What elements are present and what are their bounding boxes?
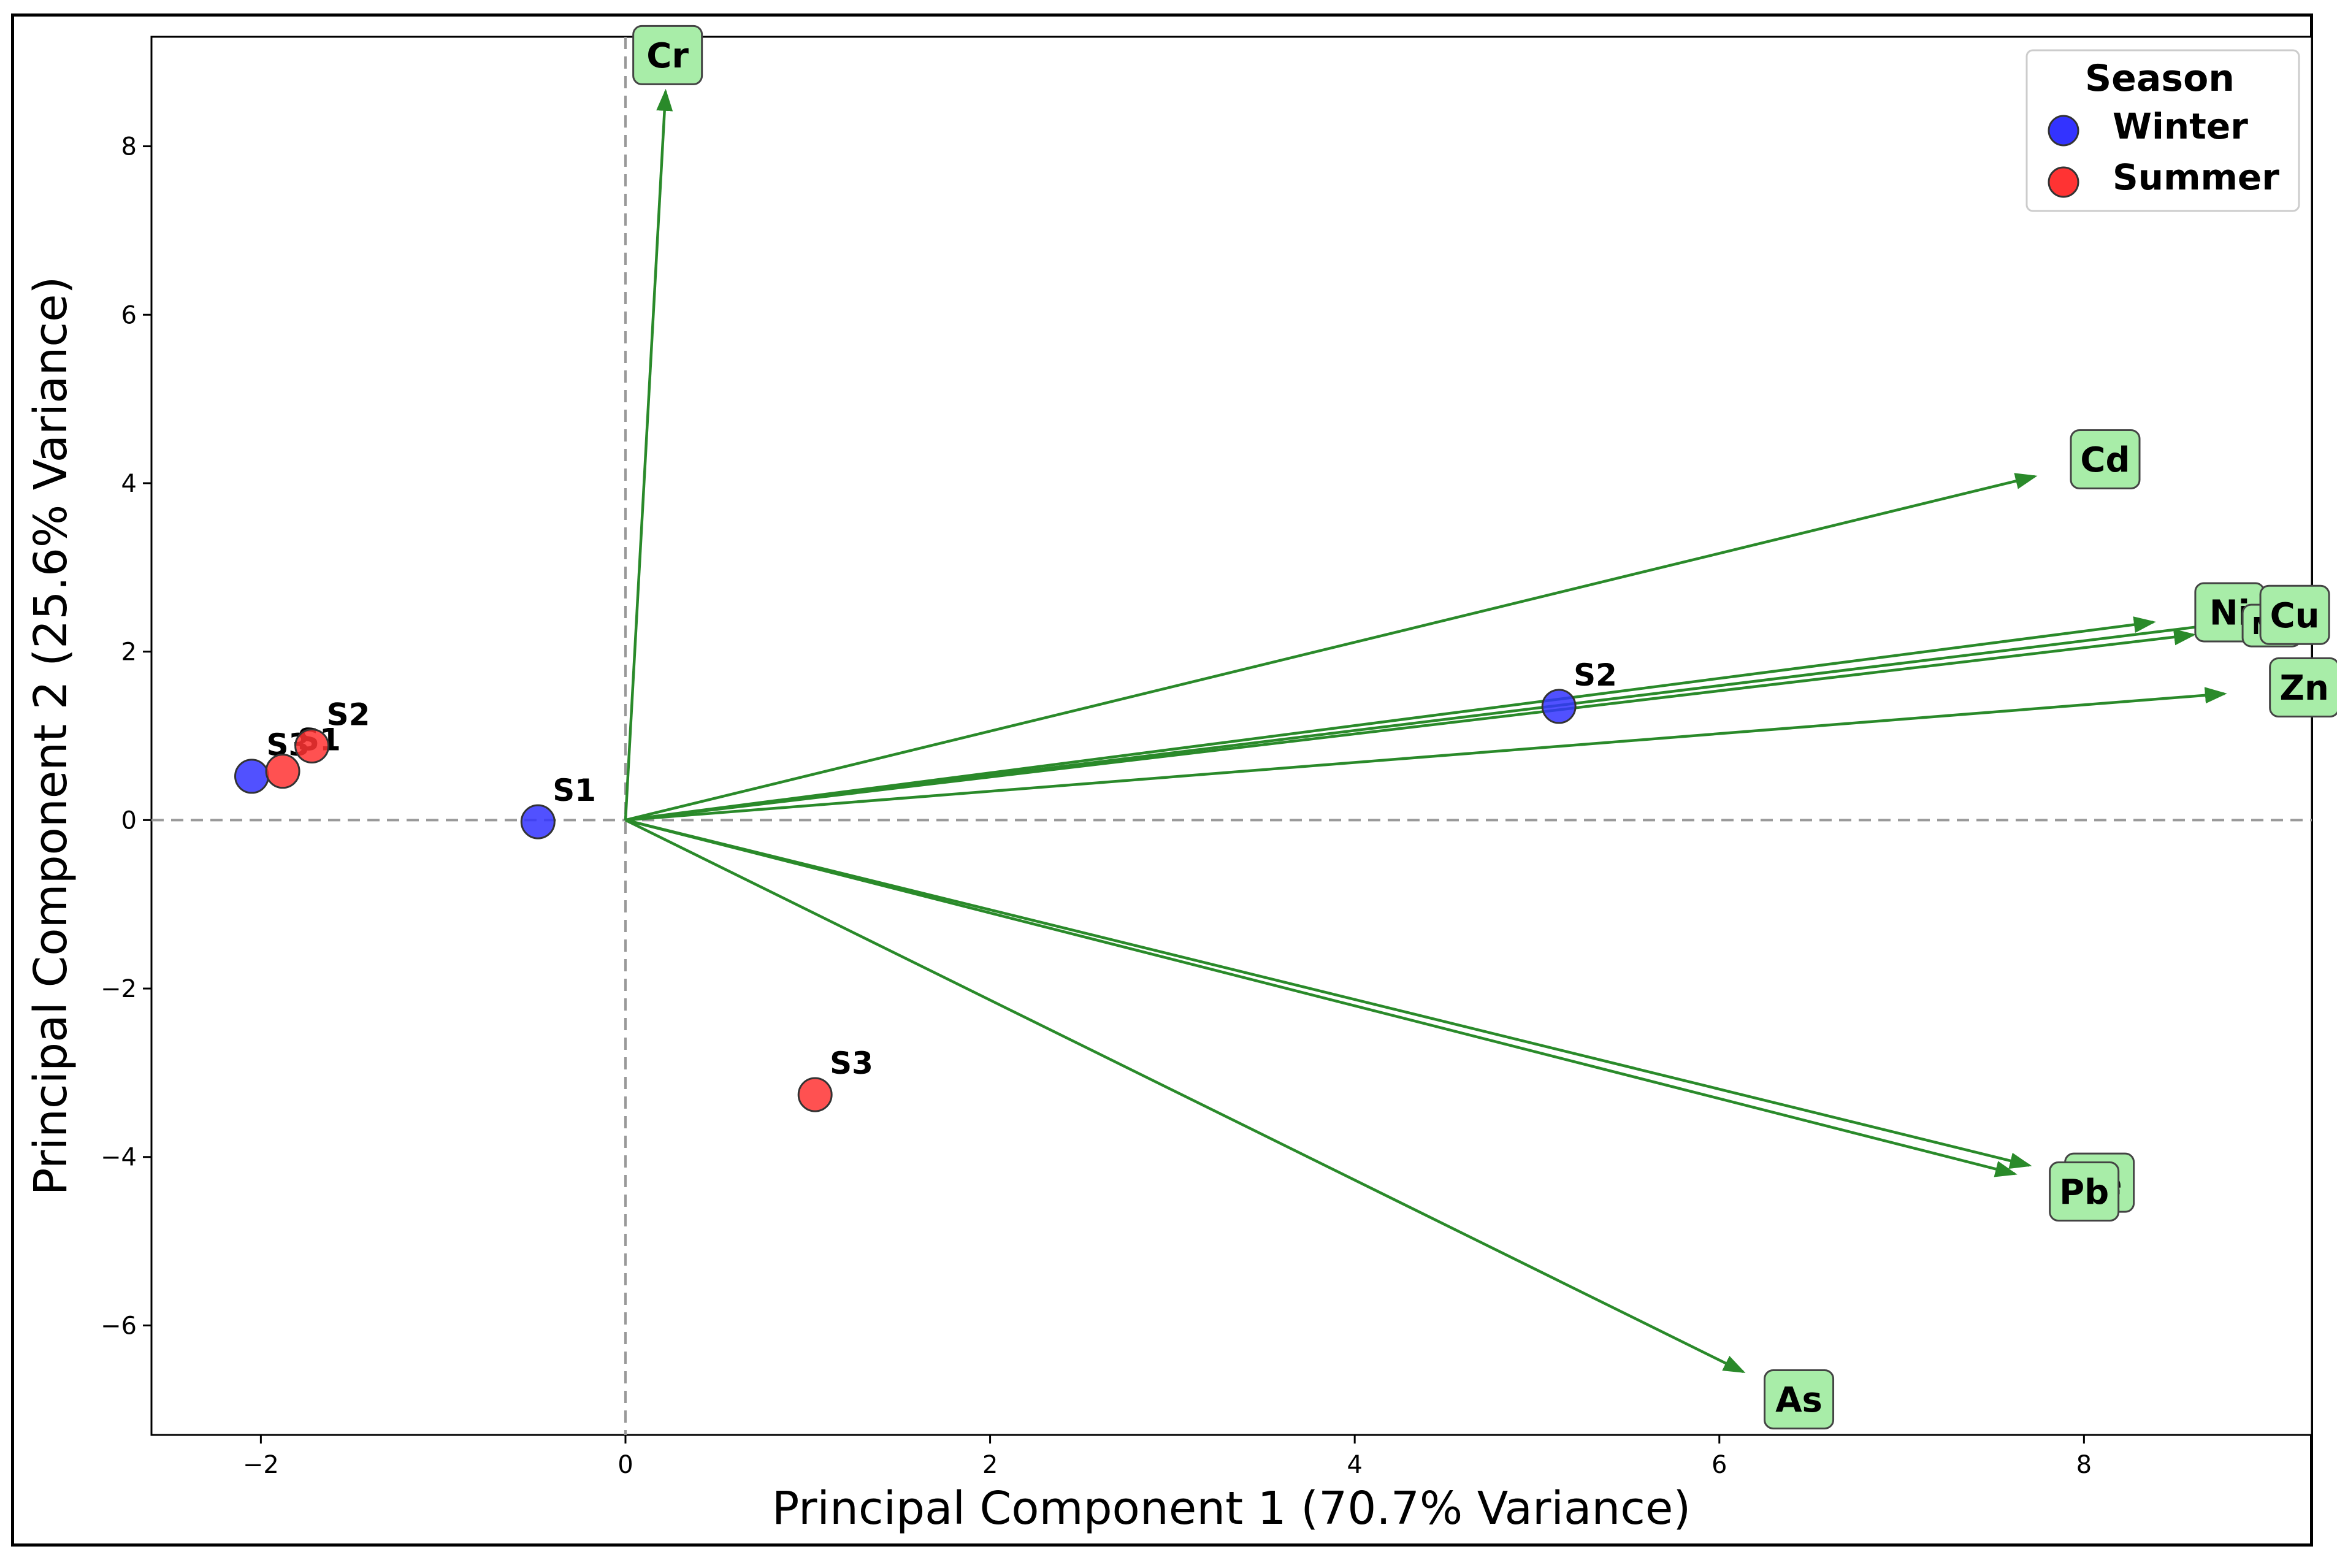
loading-label-text: Cr	[646, 36, 689, 76]
point-summer-s2	[294, 728, 330, 763]
axis-ticks: −2 0 2 4 6 8 −6 −4 −2 0 2 4 6 8	[101, 133, 2092, 1479]
loading-arrow-zn	[625, 687, 2227, 822]
loading-label-zn: Zn	[2269, 657, 2337, 718]
loading-label-pb: Pb	[2049, 1161, 2120, 1222]
loading-label-text: Zn	[2279, 668, 2328, 708]
point-summer-s3	[797, 1077, 833, 1112]
loading-label-box	[2259, 584, 2330, 645]
point-winter-s3	[234, 759, 270, 794]
loading-label-box	[1764, 1369, 1835, 1429]
loading-label-box	[2049, 1161, 2120, 1222]
y-axis-label: Principal Component 2 (25.6% Variance)	[25, 277, 77, 1196]
loading-label-cu: Cu	[2259, 584, 2330, 645]
y-tick-label: 2	[121, 638, 137, 667]
plot-area	[150, 36, 2313, 1436]
legend-label-winter: Winter	[2113, 105, 2248, 147]
loading-label-text: As	[1775, 1380, 1823, 1420]
loading-labels: CrCdNiMnCuZnFePbAs	[632, 25, 2337, 1429]
loading-label-box	[2269, 657, 2337, 718]
x-tick-label: 0	[618, 1451, 633, 1479]
loading-label-box	[2070, 429, 2141, 489]
x-tick-label: 6	[1712, 1451, 1727, 1479]
point-winter-s2	[1541, 689, 1577, 724]
loading-label-text: Cu	[2270, 596, 2320, 636]
legend-box	[2025, 49, 2300, 212]
loading-label-as: As	[1764, 1369, 1835, 1429]
x-axis-label: Principal Component 1 (70.7% Variance)	[772, 1482, 1691, 1535]
y-tick-label: 8	[121, 133, 137, 161]
loading-arrow-cr	[624, 88, 673, 820]
y-tick-label: 6	[121, 301, 137, 329]
legend-title: Season	[2085, 57, 2235, 100]
loading-arrow-cd	[625, 473, 2038, 822]
loading-label-text: Pb	[2059, 1172, 2109, 1212]
loading-label-cr: Cr	[632, 25, 703, 85]
point-summer-s1	[265, 754, 300, 789]
loading-arrow-fe	[625, 819, 2032, 1169]
point-label-summer-s3: S3	[830, 1046, 873, 1081]
loading-label-text: Cd	[2080, 440, 2130, 480]
point-winter-s1	[520, 804, 556, 839]
y-tick-label: −4	[101, 1144, 137, 1172]
legend-marker-summer	[2048, 166, 2079, 198]
loading-arrow-as	[624, 819, 1746, 1374]
point-label-winter-s2: S2	[1574, 657, 1617, 693]
legend-label-summer: Summer	[2113, 156, 2279, 198]
loading-arrow-cu	[625, 619, 2218, 822]
loading-arrow-pb	[625, 819, 2018, 1177]
x-tick-label: 4	[1347, 1451, 1362, 1479]
point-label-winter-s1: S1	[553, 773, 596, 808]
x-tick-label: 8	[2076, 1451, 2092, 1479]
reference-lines	[151, 37, 2312, 1435]
y-tick-label: −2	[101, 975, 137, 1003]
y-tick-label: 0	[121, 806, 137, 835]
legend: Season Winter Summer	[2025, 49, 2300, 212]
y-tick-label: 4	[121, 470, 137, 498]
point-label-summer-s2: S2	[327, 697, 370, 732]
loading-vectors	[624, 88, 2227, 1374]
legend-marker-winter	[2048, 115, 2079, 147]
x-tick-label: −2	[243, 1451, 279, 1479]
x-tick-label: 2	[982, 1451, 998, 1479]
loading-arrow-ni	[625, 616, 2156, 822]
score-points: S1S2S3S1S2S3	[234, 657, 1617, 1112]
loading-label-cd: Cd	[2070, 429, 2141, 489]
y-tick-label: −6	[101, 1312, 137, 1340]
loading-label-box	[632, 25, 703, 85]
